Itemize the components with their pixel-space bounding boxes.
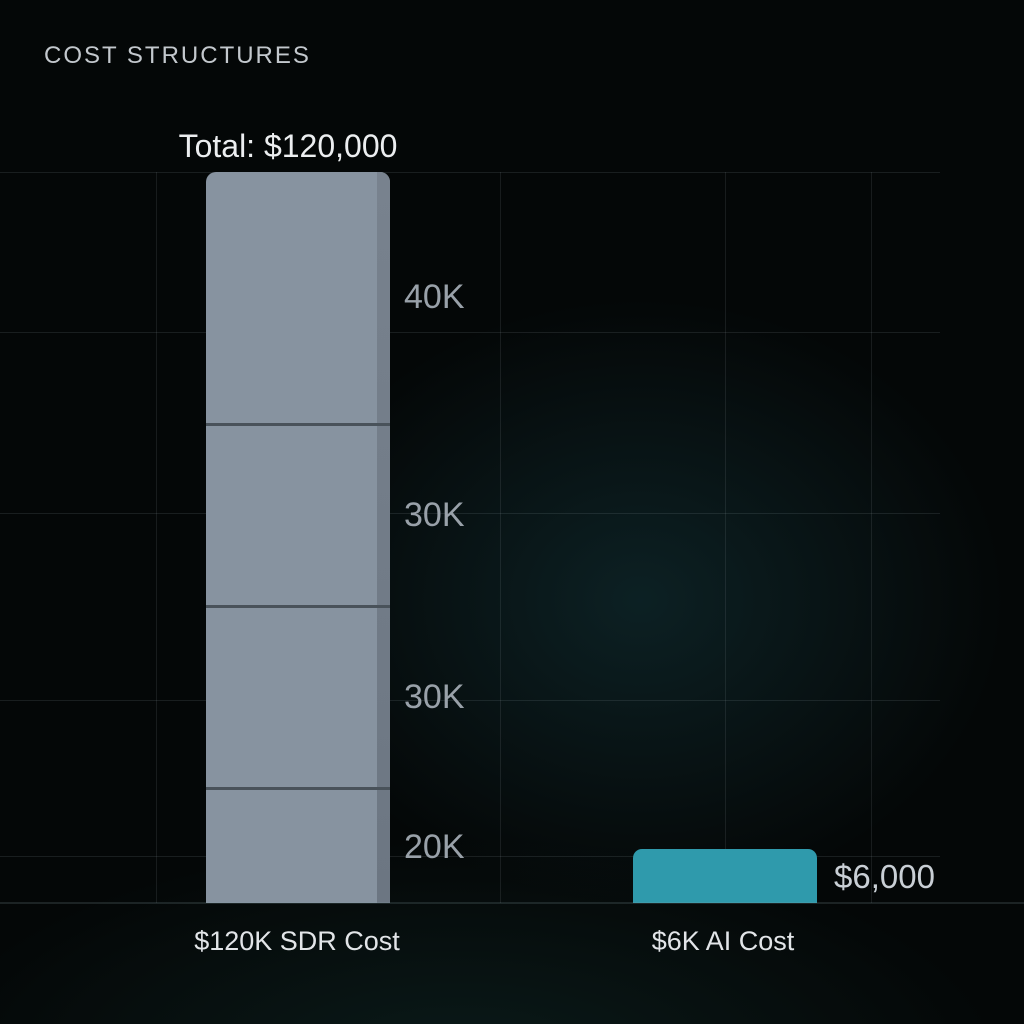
- chart-title: COST STRUCTURES: [44, 42, 311, 69]
- y-axis-tick-40k: 40K: [404, 278, 465, 316]
- x-axis-baseline: [0, 902, 1024, 904]
- gridline-vertical: [725, 172, 726, 903]
- sdr-bar-segment-divider: [206, 787, 390, 790]
- gridline-vertical: [156, 172, 157, 903]
- gridline-horizontal: [0, 172, 940, 173]
- x-axis-label-sdr-cost: $120K SDR Cost: [194, 926, 400, 956]
- gridline-vertical: [500, 172, 501, 903]
- sdr-bar-side-edge: [377, 172, 390, 903]
- x-axis-label-ai-cost: $6K AI Cost: [651, 926, 795, 956]
- sdr-bar-total-label: Total: $120,000: [178, 128, 398, 164]
- y-axis-tick-20k: 20K: [404, 828, 465, 866]
- gridline-vertical: [871, 172, 872, 903]
- y-axis-tick-30k: 30K: [404, 496, 465, 534]
- sdr-bar-segment-divider: [206, 423, 390, 426]
- y-axis-tick-30k-duplicate: 30K: [404, 678, 465, 716]
- ai-cost-bar: [633, 849, 817, 903]
- gridline-horizontal: [0, 332, 940, 333]
- sdr-cost-bar: [206, 172, 390, 903]
- gridline-horizontal: [0, 856, 940, 857]
- gridline-horizontal: [0, 700, 940, 701]
- gridline-horizontal: [0, 513, 940, 514]
- ai-bar-value-label: $6,000: [834, 858, 935, 895]
- sdr-bar-segment-divider: [206, 605, 390, 608]
